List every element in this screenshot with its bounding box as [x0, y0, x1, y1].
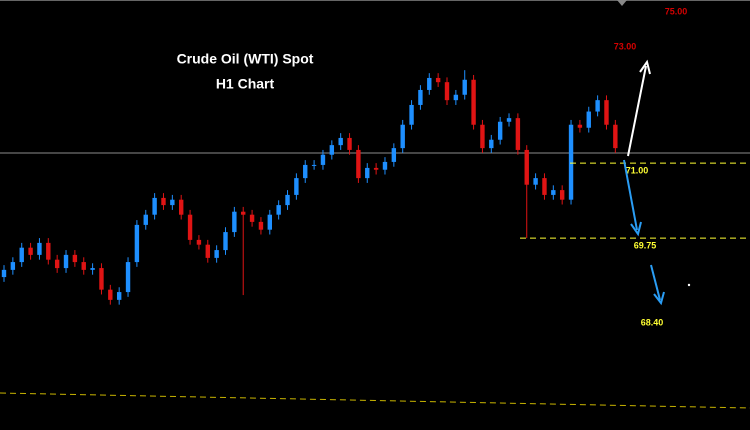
candle-body [365, 167, 370, 179]
candle-body [267, 214, 272, 230]
candle-body [1, 269, 7, 278]
scroll-marker [617, 0, 627, 6]
candle-body [586, 111, 591, 128]
candle-body [205, 244, 210, 258]
candle-body [373, 167, 379, 170]
candle-body [480, 124, 485, 149]
candle-body [435, 77, 441, 83]
candle-body [116, 292, 122, 300]
candle-body [595, 100, 600, 112]
candle-body [382, 161, 388, 170]
candle-body [72, 254, 78, 263]
candle-body [418, 89, 423, 105]
candle-body [134, 224, 140, 263]
candle-body [453, 94, 459, 101]
level-label: 71.00 [626, 165, 649, 175]
candle-body [577, 124, 583, 128]
candle-body [471, 79, 476, 125]
candle-body [400, 124, 405, 149]
candle-body [489, 139, 494, 149]
candle-body [196, 239, 202, 245]
arrow-down [650, 264, 661, 301]
candle-body [356, 149, 361, 179]
arrow-head [630, 221, 642, 237]
dot [687, 283, 691, 287]
candle-body [179, 199, 184, 215]
candle-body [10, 262, 16, 270]
candle-body [108, 289, 113, 300]
candle-body [258, 221, 264, 230]
candle-body [125, 262, 131, 293]
level-label: 68.40 [641, 317, 664, 327]
arrow-down [623, 159, 638, 231]
candle-body [347, 137, 352, 150]
candle-body [161, 197, 166, 206]
candle-body [99, 268, 104, 290]
candle-body [338, 137, 343, 146]
candle-body [444, 82, 450, 101]
candle-body [214, 250, 219, 258]
candle-body [241, 211, 246, 215]
candle-body [391, 148, 397, 162]
candle-body [285, 194, 290, 206]
chart-title: Crude Oil (WTI) Spot [177, 51, 314, 67]
levels: 75.00 73.00 71.00 69.75 68.40 [520, 6, 750, 327]
candle-body [90, 268, 95, 270]
candle-body [54, 259, 60, 269]
candle-body [81, 262, 86, 270]
arrows [623, 59, 691, 306]
candle-body [329, 145, 335, 155]
chart-subtitle: H1 Chart [216, 76, 275, 92]
candle-body [28, 247, 33, 255]
candle-body [497, 121, 503, 140]
candle-body [524, 149, 529, 185]
candle-body [613, 124, 618, 149]
candle-body [559, 190, 565, 200]
candle-body [568, 124, 574, 200]
candle-body [37, 242, 42, 255]
candle-body [187, 214, 193, 240]
candle-body [19, 247, 24, 263]
candle-body [515, 118, 521, 150]
level-label: 69.75 [634, 240, 657, 250]
candle-body [249, 214, 255, 222]
trend-line [0, 392, 750, 409]
candle-body [427, 77, 432, 90]
arrow-head [639, 59, 651, 75]
candle-body [506, 118, 512, 122]
candle-body [533, 178, 538, 185]
candle-body [303, 164, 308, 179]
candle-body [170, 199, 175, 206]
candle-body [542, 178, 547, 195]
candle-body [223, 232, 228, 251]
candle-body [604, 100, 609, 125]
candle-body [409, 104, 414, 125]
candle-body [232, 211, 237, 233]
candle-body [152, 197, 157, 215]
candle-body [462, 79, 467, 95]
candles [1, 70, 618, 305]
candle-body [311, 164, 317, 166]
level-label: 75.00 [665, 6, 688, 16]
candle-body [276, 205, 281, 215]
candle-body [551, 190, 556, 195]
candle-body [320, 154, 326, 165]
candle-body [46, 242, 51, 260]
candle-body [294, 178, 299, 195]
candle-body [143, 214, 148, 225]
arrow-up [627, 65, 647, 157]
candle-body [63, 254, 69, 269]
level-label: 73.00 [614, 42, 637, 52]
arrow-head [653, 291, 665, 306]
